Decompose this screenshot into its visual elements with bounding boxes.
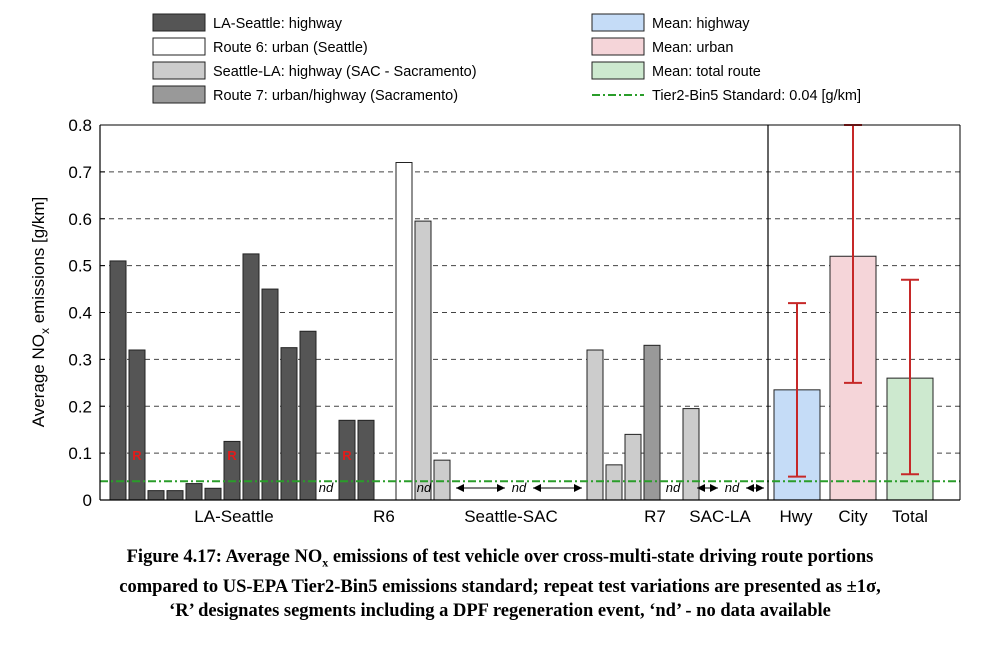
bar bbox=[682, 408, 700, 501]
legend-swatch bbox=[152, 13, 206, 32]
y-tick-label: 0.5 bbox=[68, 257, 92, 276]
caption-line-2: compared to US-EPA Tier2-Bin5 emissions … bbox=[119, 576, 881, 597]
bar bbox=[128, 349, 146, 501]
nd-label: nd bbox=[319, 480, 334, 495]
x-group-label: Total bbox=[892, 507, 928, 526]
bar bbox=[280, 347, 298, 501]
nd-label: nd bbox=[725, 480, 740, 495]
legend-label: Tier2-Bin5 Standard: 0.04 [g/km] bbox=[652, 88, 861, 104]
annotations: R R Rnd nd nd nd nd bbox=[100, 124, 960, 495]
y-axis-label-sub: x bbox=[38, 328, 52, 334]
legend-swatch bbox=[152, 61, 206, 80]
legend-label: Mean: highway bbox=[652, 16, 750, 32]
caption-subscript: x bbox=[322, 555, 329, 570]
caption-line-1-text: Figure 4.17: Average NO bbox=[126, 547, 323, 567]
bar bbox=[242, 253, 260, 501]
legend: LA-Seattle: highway Route 6: urban (Seatt… bbox=[152, 13, 861, 104]
bars bbox=[109, 162, 934, 501]
nd-arrowhead bbox=[756, 484, 764, 492]
nd-arrowhead bbox=[497, 484, 505, 492]
bar bbox=[586, 349, 604, 501]
x-group-label: Seattle-SAC bbox=[464, 507, 558, 526]
bar bbox=[261, 288, 279, 501]
y-tick-label: 0.2 bbox=[68, 397, 92, 416]
x-group-label: R6 bbox=[373, 507, 395, 526]
bar bbox=[147, 490, 165, 501]
y-axis-label-tail: emissions [g/km] bbox=[29, 197, 48, 328]
regen-marker: R bbox=[342, 448, 352, 463]
y-tick-label: 0.7 bbox=[68, 163, 92, 182]
bar bbox=[185, 483, 203, 501]
nd-label: nd bbox=[512, 480, 527, 495]
legend-swatch bbox=[591, 13, 645, 32]
y-tick-label: 0 bbox=[83, 491, 92, 510]
bar bbox=[605, 464, 623, 501]
bar bbox=[204, 487, 222, 501]
legend-swatch bbox=[591, 61, 645, 80]
nd-label: nd bbox=[666, 480, 681, 495]
nd-arrowhead bbox=[746, 484, 754, 492]
y-axis-label-main: Average NO bbox=[29, 334, 48, 427]
bar bbox=[299, 330, 317, 501]
y-tick-label: 0.4 bbox=[68, 304, 92, 323]
x-group-label: LA-Seattle bbox=[194, 507, 273, 526]
bar bbox=[643, 344, 661, 501]
y-axis-label-group: Average NOx emissions [g/km] bbox=[29, 197, 52, 428]
nd-arrowhead bbox=[533, 484, 541, 492]
x-group-label: R7 bbox=[644, 507, 666, 526]
legend-label: Route 6: urban (Seattle) bbox=[213, 40, 368, 56]
legend-swatch bbox=[152, 85, 206, 104]
nd-arrowhead bbox=[456, 484, 464, 492]
y-tick-label: 0.1 bbox=[68, 444, 92, 463]
figure-caption: Figure 4.17: Average NOx emissions of te… bbox=[0, 545, 1000, 623]
caption-line-1: Figure 4.17: Average NOx emissions of te… bbox=[0, 545, 1000, 575]
bar bbox=[109, 260, 127, 501]
legend-label: Mean: urban bbox=[652, 40, 733, 56]
x-group-label: Hwy bbox=[779, 507, 813, 526]
axes: LA-Seattle R6 Seattle-SAC R7 SAC-LA Hwy City To… bbox=[99, 124, 961, 526]
regen-marker: R bbox=[132, 448, 142, 463]
bar bbox=[166, 490, 184, 501]
bar bbox=[624, 433, 642, 501]
legend-label: Mean: total route bbox=[652, 64, 761, 80]
bar bbox=[395, 162, 413, 501]
nd-label: nd bbox=[417, 480, 432, 495]
bar bbox=[433, 459, 451, 501]
nd-arrowhead bbox=[710, 484, 718, 492]
regen-marker: R bbox=[227, 448, 237, 463]
gridlines: 0 0.1 0.2 0.3 0.4 0.5 0.6 0.7 0.8 bbox=[68, 116, 960, 510]
y-tick-label: 0.3 bbox=[68, 350, 92, 369]
x-group-label: SAC-LA bbox=[689, 507, 751, 526]
legend-label: Route 7: urban/highway (Sacramento) bbox=[213, 88, 458, 104]
y-tick-label: 0.6 bbox=[68, 210, 92, 229]
x-group-label: City bbox=[838, 507, 868, 526]
bar bbox=[414, 220, 432, 501]
nd-arrowhead bbox=[697, 484, 705, 492]
bar bbox=[357, 419, 375, 501]
caption-line-3: ‘R’ designates segments including a DPF … bbox=[169, 600, 831, 621]
caption-line-1-tail: emissions of test vehicle over cross-mul… bbox=[328, 547, 874, 567]
y-tick-label: 0.8 bbox=[68, 116, 92, 135]
nd-arrowhead bbox=[574, 484, 582, 492]
legend-swatch bbox=[591, 37, 645, 56]
legend-label: LA-Seattle: highway bbox=[213, 16, 343, 32]
y-axis-label: Average NOx emissions [g/km] bbox=[29, 197, 52, 428]
legend-swatch bbox=[152, 37, 206, 56]
legend-label: Seattle-LA: highway (SAC - Sacramento) bbox=[213, 64, 477, 80]
chart: LA-Seattle: highway Route 6: urban (Seatt… bbox=[29, 13, 961, 526]
